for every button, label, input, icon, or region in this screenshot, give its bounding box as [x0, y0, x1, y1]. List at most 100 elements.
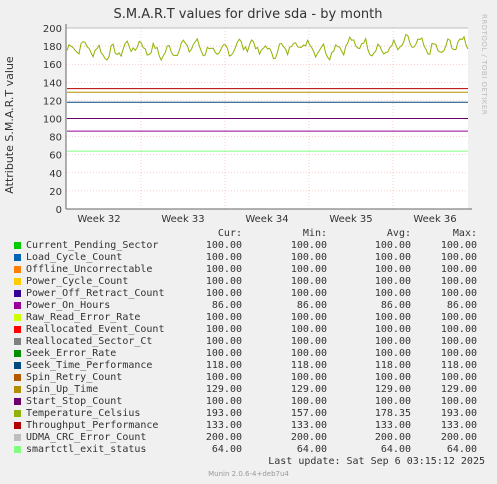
- legend-avg: 100.00: [374, 276, 411, 287]
- y-tick-label: 120: [43, 96, 62, 107]
- series-line: [66, 33, 469, 62]
- legend-min: 100.00: [290, 312, 327, 323]
- legend-avg: 100.00: [374, 348, 411, 359]
- legend-avg: 100.00: [374, 264, 411, 275]
- legend-avg: 129.00: [374, 384, 411, 395]
- legend-cur: 64.00: [211, 444, 242, 455]
- legend-name: Current_Pending_Sector: [26, 240, 159, 251]
- legend-min: 200.00: [290, 432, 327, 443]
- legend-cur: 86.00: [211, 300, 242, 311]
- legend-name: smartctl_exit_status: [26, 444, 147, 455]
- legend-name: Reallocated_Event_Count: [26, 324, 165, 335]
- legend-avg: 100.00: [374, 336, 411, 347]
- legend-swatch: [14, 434, 21, 441]
- legend-name: Seek_Time_Performance: [26, 360, 153, 371]
- legend-name: Power_Off_Retract_Count: [26, 288, 165, 299]
- axes: 0 20 40 60 80 100 120 140 160 180 200 Week 32 Week 3…: [43, 24, 472, 225]
- legend-name: UDMA_CRC_Error_Count: [26, 432, 147, 443]
- header-min: Min:: [302, 228, 327, 239]
- legend-min: 100.00: [290, 372, 327, 383]
- legend-cur: 100.00: [205, 336, 242, 347]
- legend-avg: 178.35: [374, 408, 411, 419]
- legend-name: Temperature_Celsius: [26, 408, 141, 419]
- legend-cur: 100.00: [205, 396, 242, 407]
- legend-cur: 100.00: [205, 240, 242, 251]
- legend-max: 100.00: [440, 252, 477, 263]
- legend-max: 193.00: [440, 408, 477, 419]
- x-tick-label: Week 33: [161, 214, 204, 225]
- legend-swatch: [14, 314, 21, 321]
- legend-avg: 100.00: [374, 324, 411, 335]
- legend-avg: 200.00: [374, 432, 411, 443]
- legend-name: Raw_Read_Error_Rate: [26, 312, 141, 323]
- chart-title: S.M.A.R.T values for drive sda - by mont…: [114, 7, 383, 22]
- x-tick-label: Week 34: [245, 214, 288, 225]
- legend-max: 100.00: [440, 372, 477, 383]
- x-tick-label: Week 35: [329, 214, 372, 225]
- legend-cur: 100.00: [205, 348, 242, 359]
- legend-name: Throughput_Performance: [26, 420, 159, 431]
- header-max: Max:: [452, 228, 477, 239]
- legend-swatch: [14, 422, 21, 429]
- legend-name: Start_Stop_Count: [26, 396, 123, 407]
- legend-swatch: [14, 266, 21, 273]
- header-avg: Avg:: [386, 228, 411, 239]
- legend-max: 100.00: [440, 240, 477, 251]
- legend-avg: 86.00: [380, 300, 411, 311]
- legend-min: 133.00: [290, 420, 327, 431]
- legend-max: 100.00: [440, 348, 477, 359]
- legend-swatch: [14, 302, 21, 309]
- legend-swatch: [14, 350, 21, 357]
- legend-min: 100.00: [290, 348, 327, 359]
- legend-swatch: [14, 362, 21, 369]
- legend-swatch: [14, 374, 21, 381]
- legend-cur: 100.00: [205, 264, 242, 275]
- legend-max: 100.00: [440, 288, 477, 299]
- legend-name: Power_On_Hours: [26, 300, 111, 311]
- legend-max: 129.00: [440, 384, 477, 395]
- legend-max: 100.00: [440, 264, 477, 275]
- legend-min: 100.00: [290, 252, 327, 263]
- legend-max: 100.00: [440, 396, 477, 407]
- legend-min: 100.00: [290, 264, 327, 275]
- legend-cur: 100.00: [205, 288, 242, 299]
- legend-avg: 100.00: [374, 372, 411, 383]
- legend-cur: 100.00: [205, 372, 242, 383]
- legend-avg: 64.00: [380, 444, 411, 455]
- legend-avg: 118.00: [374, 360, 411, 371]
- legend-swatch: [14, 278, 21, 285]
- legend-max: 64.00: [446, 444, 477, 455]
- legend-max: 118.00: [440, 360, 477, 371]
- legend-max: 200.00: [440, 432, 477, 443]
- legend-min: 86.00: [296, 300, 327, 311]
- legend-swatch: [14, 254, 21, 261]
- legend-name: Offline_Uncorrectable: [26, 264, 153, 275]
- footer-version: Munin 2.0.6-4+deb7u4: [208, 470, 289, 478]
- legend-swatch: [14, 410, 21, 417]
- y-tick-label: 80: [49, 133, 62, 144]
- legend-swatch: [14, 386, 21, 393]
- legend-name: Load_Cycle_Count: [26, 252, 123, 263]
- legend-cur: 100.00: [205, 276, 242, 287]
- x-tick-label: Week 32: [77, 214, 120, 225]
- legend-max: 100.00: [440, 324, 477, 335]
- legend-swatch: [14, 446, 21, 453]
- y-tick-label: 180: [43, 42, 62, 53]
- legend-min: 157.00: [290, 408, 327, 419]
- y-tick-label: 60: [49, 151, 62, 162]
- legend-name: Spin_Up_Time: [26, 384, 99, 395]
- legend-avg: 100.00: [374, 396, 411, 407]
- header-cur: Cur:: [217, 228, 242, 239]
- legend-min: 129.00: [290, 384, 327, 395]
- y-tick-label: 40: [49, 169, 62, 180]
- y-tick-label: 20: [49, 187, 62, 198]
- legend-cur: 118.00: [205, 360, 242, 371]
- legend-name: Reallocated_Sector_Ct: [26, 336, 153, 347]
- legend-avg: 100.00: [374, 288, 411, 299]
- legend-avg: 133.00: [374, 420, 411, 431]
- legend-cur: 133.00: [205, 420, 242, 431]
- legend-cur: 100.00: [205, 252, 242, 263]
- y-tick-label: 100: [43, 115, 62, 126]
- legend-max: 100.00: [440, 336, 477, 347]
